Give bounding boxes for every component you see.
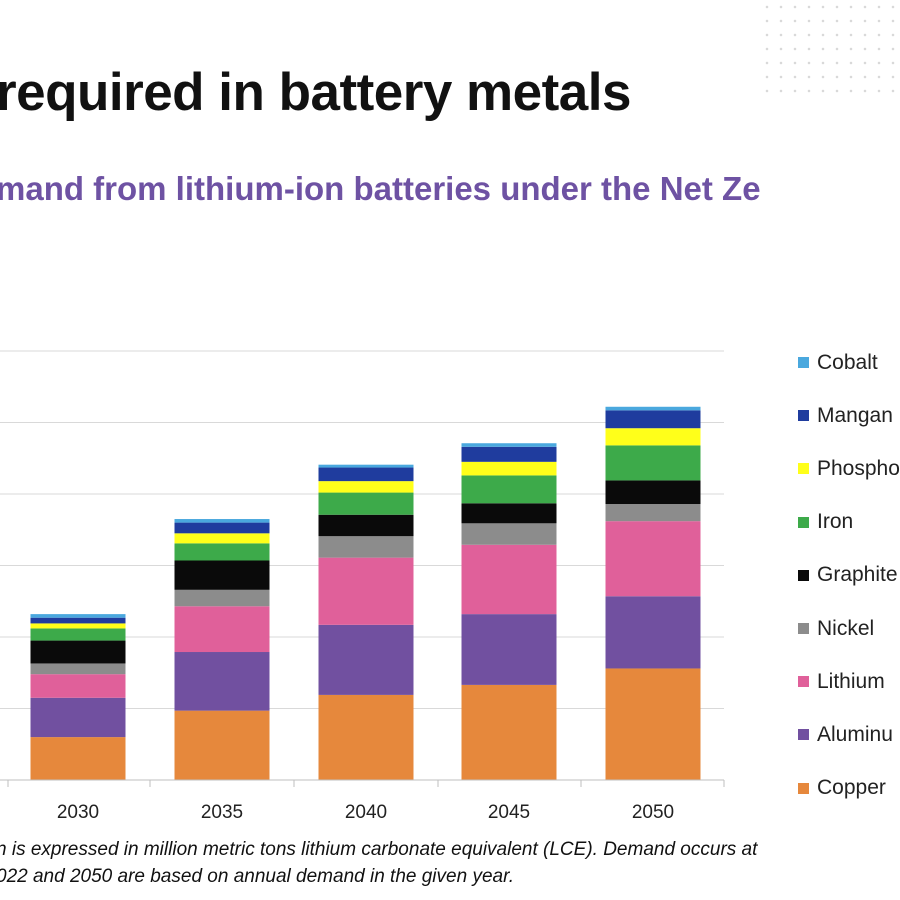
- bar-segment-nickel-2045: [461, 523, 557, 545]
- bar-segment-nickel-2040: [318, 536, 414, 558]
- bar-segment-cobalt-2050: [605, 406, 701, 411]
- bar-segment-iron-2035: [174, 543, 270, 561]
- legend-label: Iron: [817, 510, 854, 534]
- bar-segment-aluminu-2035: [174, 652, 270, 711]
- footnote-line-2: 022 and 2050 are based on annual demand …: [0, 866, 514, 887]
- bar-segment-nickel-2030: [30, 663, 126, 675]
- bar-segment-phospho-2050: [605, 428, 701, 446]
- legend-swatch: [798, 463, 809, 475]
- bar-segment-iron-2030: [30, 628, 126, 641]
- legend-swatch: [798, 569, 809, 581]
- legend-label: Lithium: [817, 669, 885, 693]
- bar-segment-lithium-2030: [30, 674, 126, 698]
- x-tick-label: 2040: [345, 802, 387, 823]
- legend-item-graphite: Graphite: [798, 549, 900, 602]
- legend-swatch: [798, 410, 809, 422]
- legend-item-nickel: Nickel: [798, 602, 900, 655]
- bar-segment-copper-2030: [30, 737, 126, 780]
- x-tick-label: 2035: [201, 802, 243, 823]
- legend-label: Phospho: [817, 456, 900, 480]
- bar-segment-mangan-2030: [30, 617, 126, 624]
- legend-label: Nickel: [817, 616, 875, 640]
- footnote: n is expressed in million metric tons li…: [0, 836, 757, 890]
- legend-swatch: [798, 516, 809, 528]
- bar-segment-lithium-2050: [605, 521, 701, 597]
- bar-segment-graphite-2030: [30, 640, 126, 664]
- legend-item-cobalt: Cobalt: [798, 336, 900, 389]
- bar-segment-copper-2040: [318, 694, 414, 780]
- legend-item-mangan: Mangan: [798, 389, 900, 442]
- page-title: required in battery metals: [0, 63, 631, 122]
- bar-segment-copper-2045: [461, 684, 557, 780]
- bar-segment-mangan-2040: [318, 467, 414, 482]
- page-subtitle: mand from lithium-ion batteries under th…: [0, 170, 761, 207]
- bar-segment-aluminu-2030: [30, 697, 126, 738]
- bar-segment-lithium-2045: [461, 544, 557, 615]
- bar-segment-iron-2045: [461, 475, 557, 504]
- bar-segment-cobalt-2040: [318, 464, 414, 468]
- bar-segment-aluminu-2045: [461, 614, 557, 685]
- bar-segment-graphite-2035: [174, 560, 270, 590]
- bar-segment-nickel-2050: [605, 504, 701, 522]
- bar-segment-lithium-2035: [174, 606, 270, 653]
- x-axis: 2030 2035 2040 2045 2050: [0, 779, 725, 823]
- decorative-dot-grid: [760, 0, 900, 100]
- x-tick-label: 2030: [57, 802, 99, 823]
- legend-item-phospho: Phospho: [798, 442, 900, 495]
- bar-segment-mangan-2035: [174, 522, 270, 534]
- legend-item-aluminu: Aluminu: [798, 708, 900, 761]
- x-tick-label: 2050: [632, 802, 674, 823]
- bar-segment-phospho-2045: [461, 461, 557, 476]
- bar-segment-copper-2050: [605, 668, 701, 780]
- legend-label: Copper: [817, 776, 886, 800]
- bar-segment-graphite-2050: [605, 480, 701, 505]
- legend-label: Aluminu: [817, 722, 893, 746]
- bar-segment-graphite-2040: [318, 514, 414, 537]
- bar-segment-aluminu-2050: [605, 596, 701, 669]
- bar-segment-cobalt-2030: [30, 614, 126, 618]
- legend-swatch: [798, 729, 809, 741]
- chart-legend: Cobalt Mangan Phospho Iron Graphite Nickel Lit…: [798, 336, 900, 815]
- bar-segment-graphite-2045: [461, 503, 557, 524]
- x-tick-label: 2045: [488, 802, 530, 823]
- bar-segment-nickel-2035: [174, 589, 270, 607]
- legend-item-iron: Iron: [798, 496, 900, 549]
- bar-segment-iron-2050: [605, 445, 701, 481]
- legend-label: Cobalt: [817, 350, 878, 374]
- legend-swatch: [798, 782, 809, 794]
- legend-swatch: [798, 623, 809, 635]
- bars: [30, 406, 701, 780]
- bar-segment-cobalt-2035: [174, 519, 270, 523]
- legend-item-copper: Copper: [798, 762, 900, 815]
- footnote-line-1: n is expressed in million metric tons li…: [0, 839, 758, 860]
- legend-label: Mangan: [817, 403, 893, 427]
- bar-segment-lithium-2040: [318, 557, 414, 625]
- legend-item-lithium: Lithium: [798, 655, 900, 708]
- bar-segment-cobalt-2045: [461, 443, 557, 447]
- legend-label: Graphite: [817, 563, 898, 587]
- legend-swatch: [798, 357, 809, 369]
- bar-segment-aluminu-2040: [318, 624, 414, 695]
- stacked-bar-chart: 2030 2035 2040 2045 2050: [0, 350, 725, 823]
- legend-swatch: [798, 676, 809, 688]
- bar-segment-phospho-2030: [30, 623, 126, 629]
- bar-segment-iron-2040: [318, 492, 414, 515]
- bar-segment-mangan-2045: [461, 446, 557, 462]
- bar-segment-mangan-2050: [605, 410, 701, 429]
- bar-segment-phospho-2035: [174, 533, 270, 544]
- bar-segment-phospho-2040: [318, 481, 414, 493]
- bar-segment-copper-2035: [174, 710, 270, 780]
